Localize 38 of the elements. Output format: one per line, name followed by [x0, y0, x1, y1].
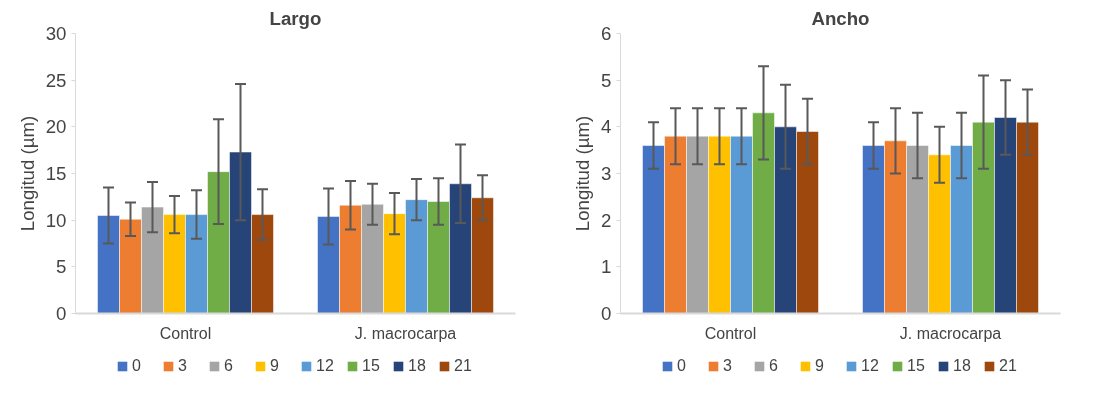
y-tick-label: 20: [45, 116, 67, 138]
y-tick-label: 30: [45, 23, 67, 44]
y-tick-label: 1: [601, 256, 612, 278]
x-tick-label: J. macrocarpa: [899, 324, 1002, 342]
y-tick-label: 4: [601, 116, 612, 138]
y-tick-label: 6: [601, 23, 612, 44]
y-tick-label: 2: [601, 209, 612, 231]
legend-label: 18: [953, 357, 972, 375]
legend-label: 18: [408, 357, 427, 375]
legend-label: 15: [362, 357, 381, 375]
legend-label: 21: [999, 357, 1018, 375]
legend-label: 9: [270, 357, 280, 375]
legend-label: 0: [132, 357, 142, 375]
legend-label: 12: [861, 357, 880, 375]
legend-label: 9: [815, 357, 825, 375]
y-axis-title: Longitud (µm): [572, 115, 594, 232]
y-tick-label: 0: [601, 303, 612, 324]
chart-title: Ancho: [811, 7, 870, 29]
y-tick-label: 10: [45, 209, 67, 231]
x-tick-label: J. macrocarpa: [354, 324, 457, 342]
chart-title: Largo: [269, 7, 322, 29]
legend-label: 6: [224, 357, 234, 375]
legend-label: 21: [454, 357, 473, 375]
y-tick-label: 0: [56, 303, 67, 324]
y-tick-label: 3: [601, 163, 612, 184]
x-tick-label: Control: [704, 324, 757, 342]
legend-label: 3: [723, 357, 733, 375]
y-tick-label: 25: [45, 69, 67, 91]
x-tick-label: Control: [159, 324, 212, 342]
legend-label: 6: [769, 357, 779, 375]
legend-label: 0: [677, 357, 687, 375]
legend-label: 3: [178, 357, 188, 375]
y-tick-label: 5: [601, 69, 612, 91]
y-tick-label: 5: [56, 256, 67, 278]
legend-label: 15: [907, 357, 926, 375]
y-axis-title: Longitud (µm): [16, 115, 38, 232]
legend-label: 12: [316, 357, 335, 375]
y-tick-label: 15: [45, 163, 67, 184]
